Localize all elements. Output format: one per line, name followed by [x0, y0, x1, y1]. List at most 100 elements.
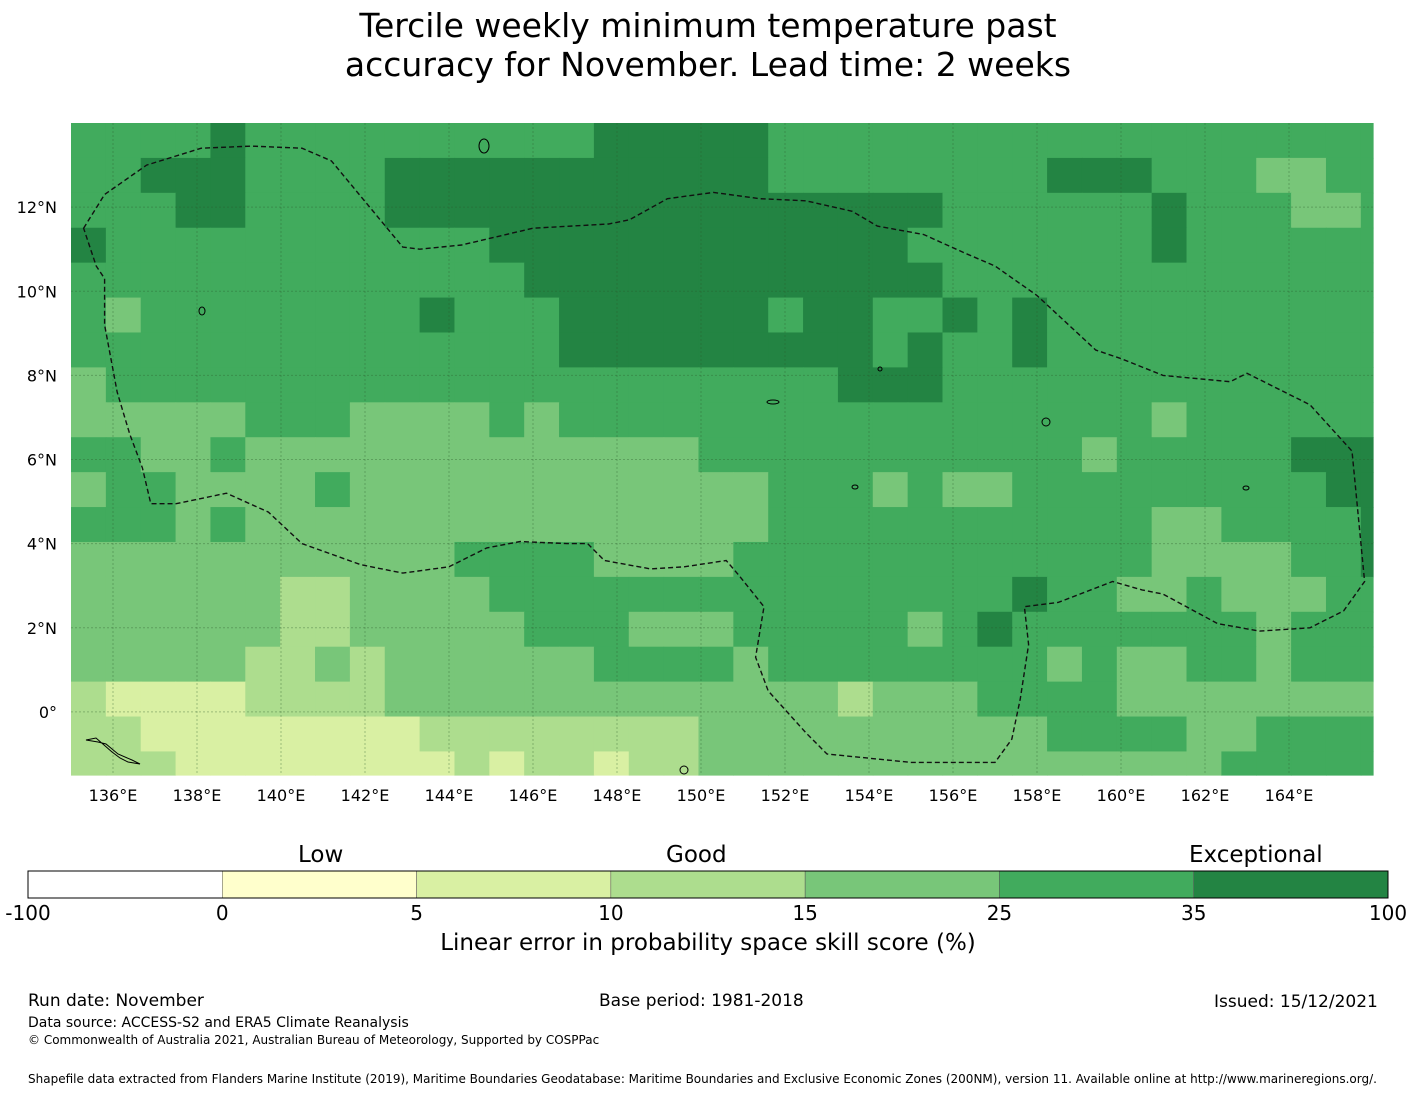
skill-cell	[733, 716, 769, 753]
skill-cell	[628, 472, 665, 508]
skill-cell	[280, 123, 316, 159]
skill-cell	[907, 681, 944, 718]
skill-cell	[733, 576, 769, 613]
skill-cell	[559, 332, 595, 368]
skill-cell	[1360, 227, 1374, 264]
skill-cell	[315, 262, 351, 299]
title-line-2: accuracy for November. Lead time: 2 week…	[344, 45, 1072, 84]
skill-cell	[733, 297, 769, 334]
skill-cell	[384, 297, 421, 334]
skill-cell	[803, 507, 839, 543]
skill-cell	[1047, 262, 1083, 299]
skill-cell	[907, 262, 944, 299]
skill-cell	[210, 297, 246, 334]
skill-cell	[454, 472, 490, 508]
skill-cell	[1012, 437, 1048, 473]
skill-cell	[1221, 123, 1257, 159]
skill-cell	[349, 681, 386, 718]
skill-cell	[803, 402, 839, 438]
skill-cell	[1291, 367, 1327, 403]
skill-cell	[907, 472, 944, 508]
skill-cell	[489, 332, 525, 368]
skill-cell	[663, 297, 700, 334]
skill-cell	[1360, 332, 1374, 368]
skill-cell	[628, 507, 665, 543]
skill-cell	[349, 227, 386, 264]
skill-cell	[837, 646, 874, 683]
skill-cell	[1291, 227, 1327, 264]
skill-cell	[245, 297, 281, 334]
skill-cell	[1256, 646, 1292, 683]
shapefile-credit: Shapefile data extracted from Flanders M…	[28, 1072, 1377, 1086]
skill-cell	[1116, 541, 1153, 578]
skill-cell	[71, 541, 107, 578]
skill-cell	[1221, 437, 1257, 473]
colorbar	[27, 870, 1389, 899]
skill-cell	[454, 367, 490, 403]
skill-cell	[384, 472, 421, 508]
island-outline	[877, 366, 883, 372]
skill-cell	[698, 681, 734, 718]
skill-cell	[733, 192, 769, 229]
skill-cell	[1291, 123, 1327, 159]
skill-cell	[1186, 437, 1222, 473]
skill-cell	[210, 611, 246, 648]
skill-cell	[837, 576, 874, 613]
skill-cell	[454, 681, 490, 718]
skill-cell	[140, 576, 177, 613]
skill-cell	[245, 681, 281, 718]
skill-cell	[419, 646, 456, 683]
skill-cell	[210, 681, 246, 718]
skill-cell	[1116, 751, 1153, 776]
skill-cell	[663, 611, 700, 648]
skill-cell	[698, 716, 734, 753]
skill-cell	[872, 262, 909, 299]
skill-cell	[1291, 437, 1327, 473]
skill-cell	[907, 157, 944, 194]
skill-cell	[349, 646, 386, 683]
skill-cell	[803, 157, 839, 194]
skill-cell	[210, 402, 246, 438]
skill-cell	[1151, 437, 1188, 473]
skill-cell	[1221, 576, 1257, 613]
skill-cell	[1256, 367, 1292, 403]
skill-cell	[1116, 367, 1153, 403]
skill-cell	[942, 262, 978, 299]
skill-cell	[942, 367, 978, 403]
skill-cell	[489, 751, 525, 776]
skill-cell	[1012, 576, 1048, 613]
skill-cell	[105, 472, 142, 508]
skill-cell	[907, 367, 944, 403]
skill-cell	[175, 192, 212, 229]
skill-cell	[1047, 192, 1083, 229]
skill-cell	[1325, 157, 1362, 194]
skill-cell	[349, 192, 386, 229]
skill-cell	[698, 541, 734, 578]
skill-cell	[175, 402, 212, 438]
skill-cell	[315, 192, 351, 229]
skill-cell	[803, 332, 839, 368]
skill-cell	[872, 157, 909, 194]
skill-cell	[977, 716, 1013, 753]
skill-cell	[71, 681, 107, 718]
skill-cell	[942, 157, 978, 194]
skill-cell	[559, 262, 595, 299]
skill-cell	[768, 297, 804, 334]
skill-cell	[315, 681, 351, 718]
skill-cell	[1325, 123, 1362, 159]
skill-cell	[593, 472, 630, 508]
skill-cell	[559, 297, 595, 334]
lat-tick-label: 2°N	[27, 619, 57, 638]
skill-cell	[768, 576, 804, 613]
skill-cell	[71, 751, 107, 776]
skill-cell	[384, 751, 421, 776]
skill-cell	[837, 681, 874, 718]
skill-cell	[559, 611, 595, 648]
skill-cell	[1221, 262, 1257, 299]
skill-cell	[349, 123, 386, 159]
skill-cell	[977, 681, 1013, 718]
skill-cell	[1291, 402, 1327, 438]
skill-cell	[872, 367, 909, 403]
skill-cell	[489, 227, 525, 264]
skill-cell	[628, 367, 665, 403]
